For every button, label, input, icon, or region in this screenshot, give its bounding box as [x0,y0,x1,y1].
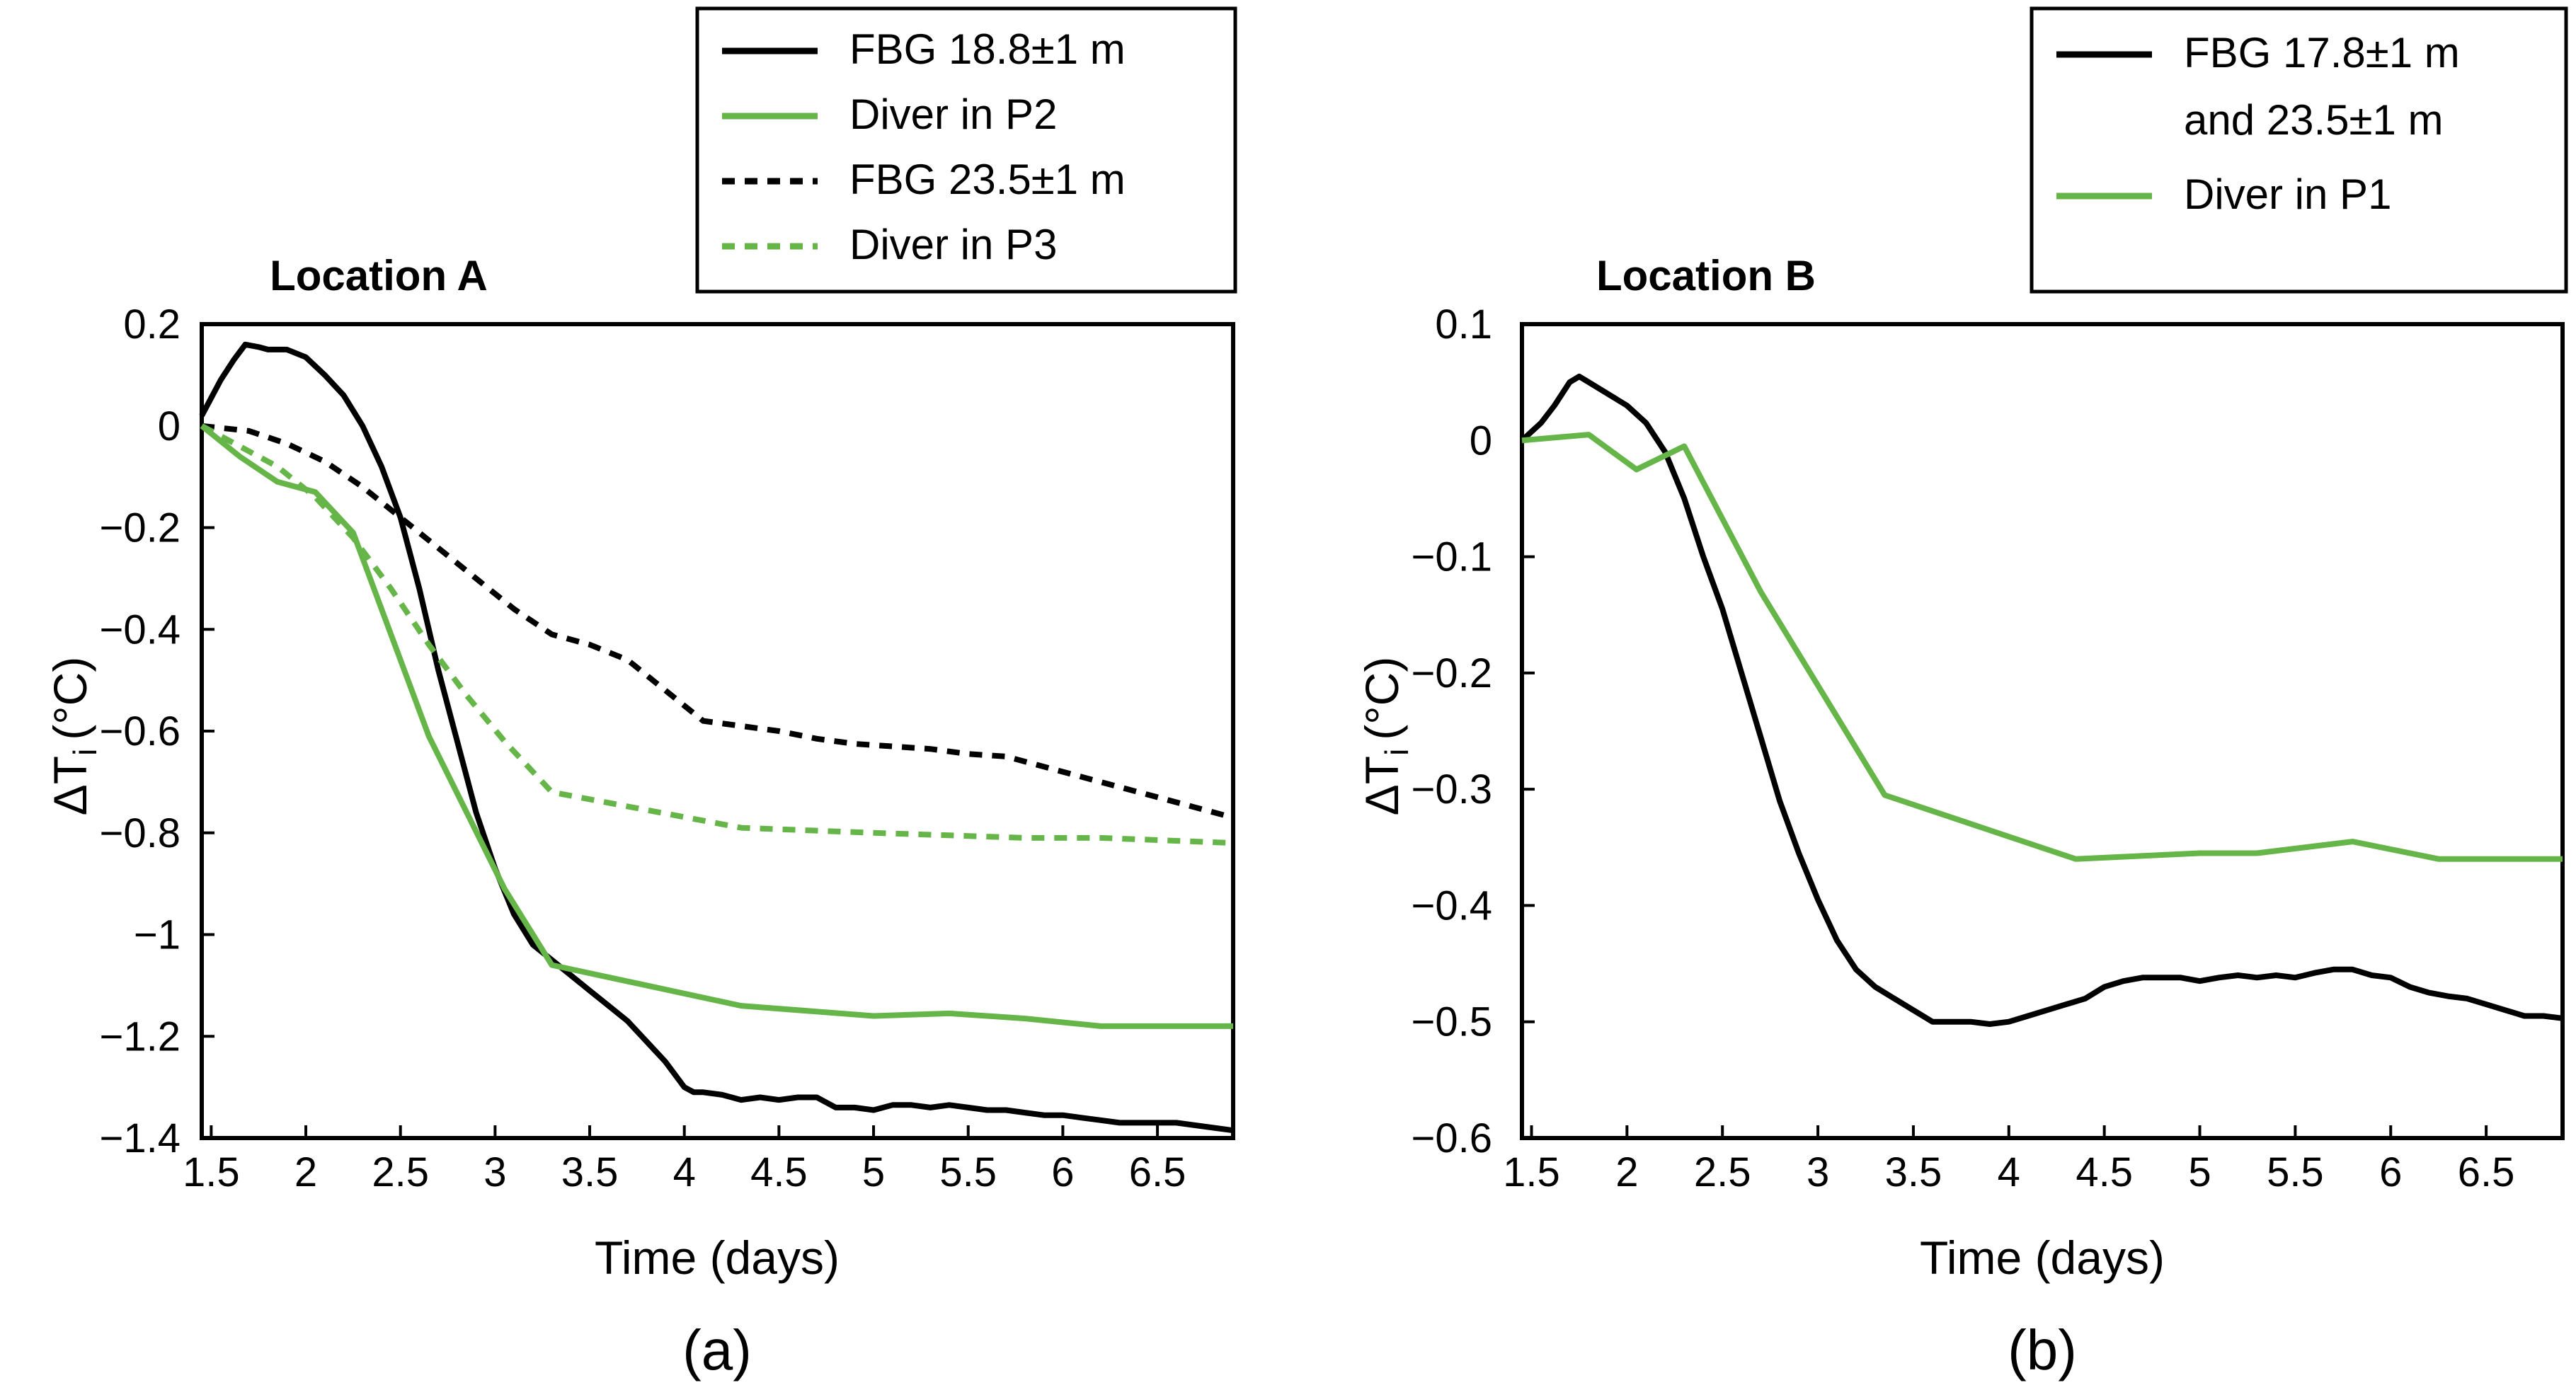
series-line-4 [200,423,1234,846]
x-tick-label: 3.5 [561,1149,619,1195]
y-tick-label: −0.2 [1412,650,1493,696]
svg-text:ΔTi(°C): ΔTi (°C) [44,657,103,816]
x-tick-label: 6 [1051,1149,1074,1195]
series-line-1 [1520,373,2563,1027]
y-tick-label: −0.1 [1412,534,1493,580]
x-tick-label: 1.5 [1503,1149,1560,1195]
legend-label: FBG 18.8±1 m [849,25,1126,73]
legend-b: FBG 17.8±1 m and 23.5±1 m Diver in P1 [2030,6,2568,294]
x-tick-label: 4 [673,1149,696,1195]
y-axis-label-a: ΔTi (°C) [44,657,103,816]
y-tick-label: −1 [134,912,181,958]
chart-title-a: Location A [270,252,488,299]
y-tick-label: −0.5 [1412,999,1493,1045]
y-tick-label: −0.4 [1412,883,1493,929]
y-tick-label: −0.3 [1412,766,1493,812]
legend-label: Diver in P2 [849,91,1057,138]
y-tick-label: −1.4 [100,1115,181,1161]
axis-ticks-b: 1.5 2 2.5 3 3.5 4 4.5 5 5.5 6 6.5 0.1 0 −0.1 −0.2 −0.3 −… [1412,301,2515,1195]
y-axis-label-a-main: ΔT [44,756,96,815]
series-line-2 [200,423,1233,1029]
x-tick-label: 3.5 [1885,1149,1942,1195]
x-tick-label: 5.5 [2267,1149,2324,1195]
x-tick-label: 3 [483,1149,506,1195]
chart-location-a: Location A 1.5 2 2.5 3 3.5 4 4.5 5 5.5 6 6.5 0.2 0 −0… [44,6,1237,1382]
plot-frame-a [200,322,1235,1140]
y-axis-label-a-unit: (°C) [44,657,96,740]
legend-label: and 23.5±1 m [2184,96,2444,144]
x-tick-label: 3 [1807,1149,1829,1195]
y-tick-label: 0.2 [123,301,181,348]
legend-a: FBG 18.8±1 m Diver in P2 FBG 23.5±1 m Diver… [695,6,1237,294]
x-tick-label: 2 [1615,1149,1638,1195]
y-tick-label: −0.6 [1412,1115,1493,1161]
plot-lines-b [1520,373,2563,1027]
y-tick-label: 0.1 [1435,301,1492,348]
chart-location-b: Location B 1.5 2 2.5 3 3.5 4 4.5 5 5.5 6 6.5 0.1 0 −0… [1356,6,2568,1382]
y-tick-label: −0.6 [100,708,181,754]
series-line-3 [201,423,1235,821]
x-tick-label: 5 [2188,1149,2211,1195]
legend-label: FBG 23.5±1 m [849,156,1126,203]
x-tick-label: 4.5 [2076,1149,2133,1195]
plot-lines-a [199,341,1235,1134]
x-tick-label: 6 [2379,1149,2402,1195]
plot-frame-b [1520,322,2565,1140]
y-axis-label-a-sub: i [67,749,103,756]
y-tick-label: −0.2 [100,505,181,551]
legend-box-a [695,6,1237,294]
x-tick-label: 2.5 [372,1149,429,1195]
x-tick-label: 4.5 [750,1149,808,1195]
y-axis-label-b-unit: (°C) [1356,657,1408,740]
x-tick-label: 5 [862,1149,885,1195]
x-tick-label: 6.5 [1129,1149,1186,1195]
svg-text:ΔTi(°C): ΔTi (°C) [1356,657,1415,816]
x-tick-label: 6.5 [2458,1149,2515,1195]
chart-title-b: Location B [1596,252,1816,299]
x-tick-label: 2.5 [1694,1149,1751,1195]
legend-label: FBG 17.8±1 m [2184,29,2460,76]
y-tick-label: 0 [1470,418,1492,464]
y-tick-label: 0 [158,403,181,449]
y-axis-label-b: ΔTi (°C) [1356,657,1415,816]
panel-label-a: (a) [682,1319,752,1382]
y-tick-label: −1.2 [100,1013,181,1059]
series-line-1 [199,341,1234,1134]
x-tick-label: 2 [294,1149,317,1195]
y-axis-label-b-sub: i [1378,749,1415,756]
y-tick-label: −0.8 [100,810,181,856]
x-axis-label-a: Time (days) [595,1231,840,1284]
series-line-2 [1521,432,2563,862]
x-axis-label-b: Time (days) [1920,1231,2165,1284]
panel-label-b: (b) [2008,1319,2077,1382]
legend-label: Diver in P3 [849,221,1057,268]
axis-ticks-a: 1.5 2 2.5 3 3.5 4 4.5 5 5.5 6 6.5 0.2 0 −0.2 −0.4 −0.6 −… [100,301,1186,1195]
y-axis-label-b-main: ΔT [1356,756,1408,815]
legend-label: Diver in P1 [2184,171,2391,218]
y-tick-label: −0.4 [100,607,181,653]
x-tick-label: 1.5 [183,1149,240,1195]
x-tick-label: 5.5 [939,1149,997,1195]
x-tick-label: 4 [1998,1149,2020,1195]
